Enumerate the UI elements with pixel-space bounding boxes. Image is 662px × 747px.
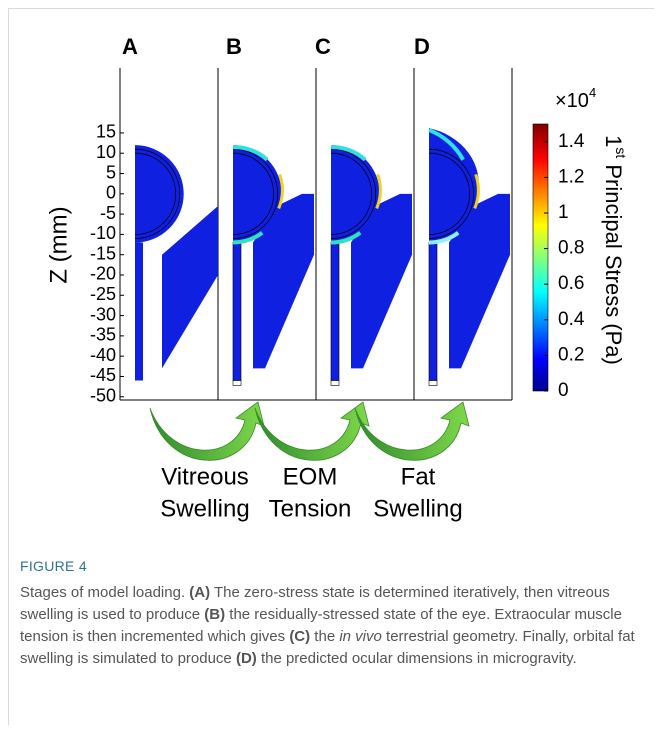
page: {"figure": { "panel_labels": ["A", "B", … [0, 0, 662, 747]
y-tick-label: -40 [90, 345, 116, 365]
y-tick-label: -45 [90, 365, 116, 385]
colorbar-tick-label: 1.2 [558, 166, 584, 187]
colorbar-tick-label: 0 [558, 380, 569, 401]
y-tick-label: -15 [90, 243, 116, 263]
colorbar-tick-label: 0.8 [558, 238, 584, 259]
fat [162, 206, 218, 368]
panel-label: C [315, 34, 331, 59]
y-tick-label: 10 [96, 142, 116, 162]
y-tick-label: 0 [106, 183, 116, 203]
optic-nerve [429, 243, 437, 381]
colorbar-tick-label: 1 [558, 202, 569, 223]
y-tick-label: 5 [106, 162, 116, 182]
arrow [150, 402, 264, 460]
y-tick-label: -35 [90, 325, 116, 345]
y-tick-label: -10 [90, 223, 116, 243]
nerve-tip [331, 381, 339, 386]
nerve-tip [429, 381, 437, 386]
colorbar-tick-label: 0.2 [558, 344, 584, 365]
arrow [255, 402, 369, 460]
colorbar-multiplier: ×104 [555, 85, 596, 112]
optic-nerve [331, 243, 339, 381]
y-tick-label: -25 [90, 284, 116, 304]
colorbar-tick-label: 0.4 [558, 309, 585, 330]
panel-label: B [226, 34, 242, 59]
caption-label: FIGURE 4 [20, 558, 87, 574]
panel-label: D [414, 34, 430, 59]
optic-nerve [233, 243, 241, 381]
colorbar-tick-label: 0.6 [558, 273, 584, 294]
optic-nerve [135, 243, 143, 381]
arrow [355, 402, 469, 460]
stage-label: Fat [401, 463, 436, 490]
y-axis-label: Z (mm) [45, 206, 72, 283]
y-tick-label: -50 [90, 386, 116, 406]
stage-label: EOM [283, 463, 338, 490]
figure: Z (mm) ×104 1st Principal Stress (Pa) 15… [0, 0, 662, 545]
colorbar [533, 124, 548, 391]
stage-label: Swelling [373, 495, 462, 522]
colorbar-tick-label: 1.4 [558, 131, 585, 152]
eye [135, 145, 184, 242]
caption-text: Stages of model loading. (A) The zero-st… [20, 582, 640, 670]
y-tick-label: 15 [96, 122, 116, 142]
nerve-tip [233, 381, 241, 386]
y-tick-label: -30 [90, 304, 116, 324]
y-tick-label: -20 [90, 264, 116, 284]
stage-label: Swelling [160, 495, 249, 522]
colorbar-label: 1st Principal Stress (Pa) [601, 135, 629, 365]
panel-label: A [122, 34, 138, 59]
stage-label: Tension [269, 495, 352, 522]
y-tick-label: -5 [100, 203, 116, 223]
stage-label: Vitreous [161, 463, 249, 490]
